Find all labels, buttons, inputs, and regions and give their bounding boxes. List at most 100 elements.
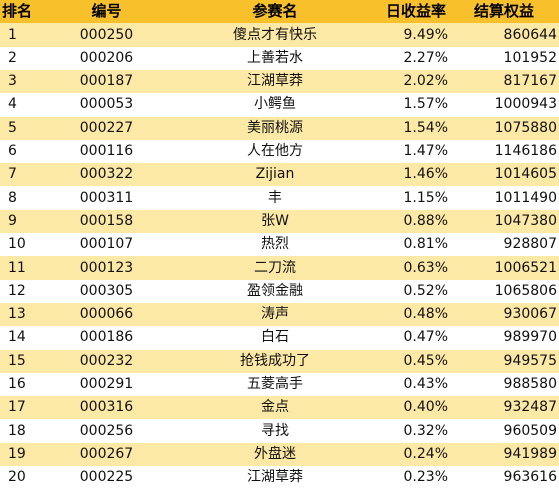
cell-code: 000322: [79, 166, 134, 183]
cell-settlement-equity: 949575: [503, 352, 557, 369]
cell-rank: 12: [8, 282, 26, 299]
cell-name: 五菱高手: [247, 375, 303, 392]
cell-code: 000158: [79, 212, 134, 229]
cell-settlement-equity: 941989: [503, 445, 557, 462]
table-row: 4 000053 小鳄鱼 1.57% 1000943: [0, 93, 559, 117]
cell-daily-return: 0.81%: [403, 236, 448, 253]
cell-daily-return: 1.15%: [403, 189, 448, 206]
cell-daily-return: 0.23%: [403, 469, 448, 486]
table-row: 10 000107 热烈 0.81% 928807: [0, 233, 559, 257]
table-row: 2 000206 上善若水 2.27% 101952: [0, 46, 559, 70]
cell-settlement-equity: 1047380: [494, 212, 557, 229]
header-settlement-equity: 结算权益: [473, 2, 534, 21]
cell-code: 000107: [79, 236, 134, 253]
cell-daily-return: 0.43%: [403, 375, 448, 392]
cell-daily-return: 1.57%: [403, 96, 448, 113]
cell-name: 金点: [261, 399, 289, 416]
cell-rank: 15: [8, 352, 26, 369]
cell-settlement-equity: 1011490: [494, 189, 557, 206]
cell-rank: 8: [8, 189, 17, 206]
table-row: 9 000158 张W 0.88% 1047380: [0, 209, 559, 234]
header-name: 参赛名: [252, 2, 298, 21]
table-row: 20 000225 江湖草莽 0.23% 963616: [0, 466, 559, 490]
table-row: 1 000250 傻点才有快乐 9.49% 860644: [0, 23, 559, 47]
cell-code: 000311: [79, 189, 134, 206]
table-row: 18 000256 寻找 0.32% 960509: [0, 419, 559, 443]
cell-code: 000316: [79, 399, 134, 416]
cell-code: 000250: [79, 26, 134, 43]
cell-code: 000227: [79, 119, 134, 136]
table-row: 7 000322 Zijian 1.46% 1014605: [0, 163, 559, 187]
cell-daily-return: 2.27%: [403, 49, 448, 66]
cell-settlement-equity: 860644: [503, 26, 557, 43]
cell-settlement-equity: 1000943: [494, 96, 557, 113]
cell-code: 000305: [79, 282, 134, 299]
cell-rank: 6: [8, 143, 17, 160]
table-row: 15 000232 抢钱成功了 0.45% 949575: [0, 349, 559, 373]
cell-settlement-equity: 960509: [503, 422, 557, 439]
cell-rank: 7: [8, 166, 17, 183]
cell-daily-return: 0.88%: [403, 212, 448, 229]
cell-name: 涛声: [261, 306, 289, 323]
header-code: 编号: [91, 2, 122, 21]
cell-name: 小鳄鱼: [254, 96, 296, 113]
cell-code: 000267: [79, 445, 134, 462]
cell-settlement-equity: 1065806: [494, 282, 557, 299]
cell-settlement-equity: 1014605: [494, 166, 557, 183]
cell-name: 上善若水: [247, 49, 303, 66]
cell-name: 白石: [261, 329, 289, 346]
cell-rank: 9: [8, 212, 17, 229]
cell-rank: 17: [8, 399, 26, 416]
cell-name: 张W: [261, 212, 289, 229]
cell-name: 江湖草莽: [247, 469, 303, 486]
cell-daily-return: 0.32%: [403, 422, 448, 439]
cell-name: 丰: [268, 189, 282, 206]
cell-code: 000066: [79, 306, 134, 323]
table-row: 19 000267 外盘迷 0.24% 941989: [0, 442, 559, 467]
cell-code: 000206: [79, 49, 134, 66]
cell-rank: 5: [8, 119, 17, 136]
cell-code: 000123: [79, 259, 134, 276]
cell-name: 抢钱成功了: [240, 352, 310, 369]
cell-daily-return: 2.02%: [403, 73, 448, 90]
table-row: 6 000116 人在他方 1.47% 1146186: [0, 139, 559, 164]
cell-daily-return: 1.54%: [403, 119, 448, 136]
cell-rank: 20: [8, 469, 26, 486]
cell-settlement-equity: 928807: [503, 236, 557, 253]
table-row: 14 000186 白石 0.47% 989970: [0, 326, 559, 350]
cell-daily-return: 1.46%: [403, 166, 448, 183]
cell-code: 000232: [79, 352, 134, 369]
table-row: 17 000316 金点 0.40% 932487: [0, 396, 559, 420]
cell-code: 000256: [79, 422, 134, 439]
cell-settlement-equity: 988580: [503, 375, 557, 392]
table-row: 13 000066 涛声 0.48% 930067: [0, 302, 559, 327]
cell-settlement-equity: 817167: [503, 73, 557, 90]
cell-daily-return: 0.48%: [403, 306, 448, 323]
cell-name: 盈领金融: [247, 282, 303, 299]
table-row: 12 000305 盈领金融 0.52% 1065806: [0, 279, 559, 303]
cell-name: 江湖草莽: [247, 73, 303, 90]
table-body: 1 000250 傻点才有快乐 9.49% 860644 2 000206 上善若水 2.27%…: [0, 23, 559, 490]
cell-daily-return: 1.47%: [403, 143, 448, 160]
cell-settlement-equity: 1006521: [494, 259, 557, 276]
cell-daily-return: 0.40%: [403, 399, 448, 416]
cell-name: 寻找: [261, 422, 289, 439]
cell-code: 000187: [79, 73, 134, 90]
cell-rank: 13: [8, 306, 26, 323]
cell-rank: 4: [8, 96, 17, 113]
cell-name: 热烈: [261, 236, 289, 253]
cell-name: 人在他方: [247, 143, 303, 160]
cell-code: 000291: [79, 375, 134, 392]
cell-settlement-equity: 1146186: [494, 143, 557, 160]
cell-name: Zijian: [255, 166, 295, 183]
cell-daily-return: 0.52%: [403, 282, 448, 299]
cell-name: 美丽桃源: [247, 119, 303, 136]
cell-rank: 10: [8, 236, 26, 253]
cell-code: 000225: [79, 469, 134, 486]
cell-rank: 11: [8, 259, 26, 276]
cell-daily-return: 0.47%: [403, 329, 448, 346]
cell-settlement-equity: 963616: [503, 469, 557, 486]
cell-rank: 19: [8, 445, 26, 462]
cell-settlement-equity: 989970: [503, 329, 557, 346]
